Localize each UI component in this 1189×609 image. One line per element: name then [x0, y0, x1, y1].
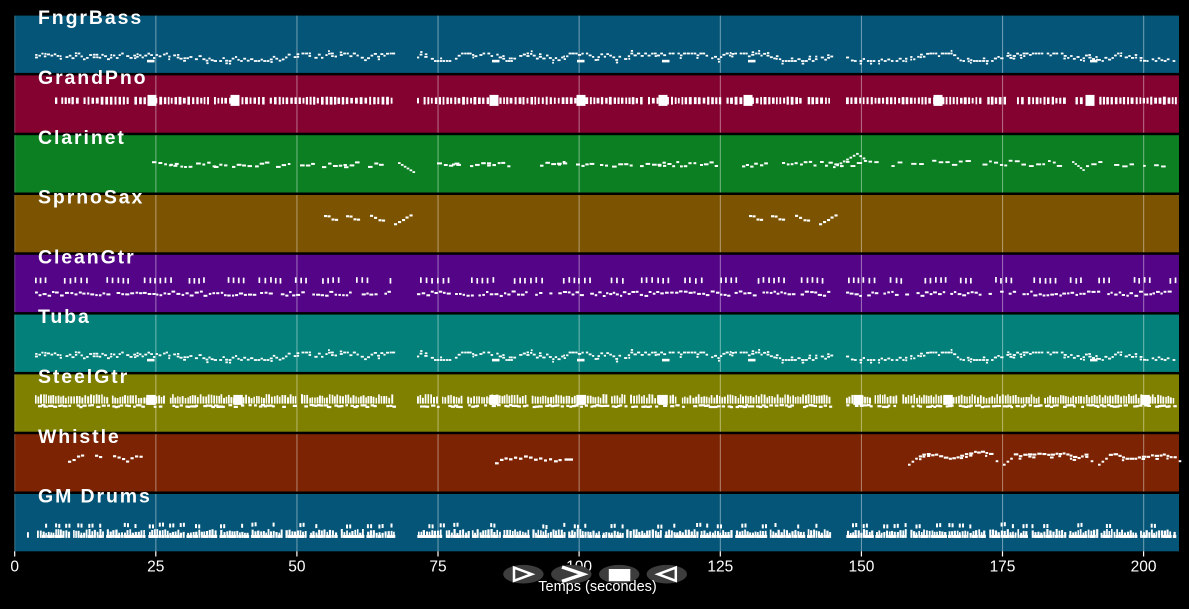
svg-text:150: 150 [848, 559, 874, 576]
svg-text:GM Drums: GM Drums [38, 486, 152, 508]
svg-text:125: 125 [707, 559, 733, 576]
svg-text:25: 25 [147, 559, 164, 576]
svg-text:75: 75 [429, 559, 446, 576]
svg-text:SprnoSax: SprnoSax [38, 187, 144, 209]
svg-text:0: 0 [10, 559, 19, 576]
svg-text:200: 200 [1131, 559, 1157, 576]
svg-text:FngrBass: FngrBass [38, 7, 143, 29]
svg-text:Tuba: Tuba [38, 306, 91, 328]
svg-text:Clarinet: Clarinet [38, 127, 126, 149]
svg-text:SteelGtr: SteelGtr [38, 366, 129, 388]
svg-text:CleanGtr: CleanGtr [38, 246, 136, 268]
svg-text:GrandPno: GrandPno [38, 67, 147, 89]
svg-text:50: 50 [288, 559, 306, 576]
svg-text:175: 175 [990, 559, 1016, 576]
svg-text:Temps (secondes): Temps (secondes) [538, 579, 656, 595]
svg-text:Whistle: Whistle [38, 426, 121, 448]
